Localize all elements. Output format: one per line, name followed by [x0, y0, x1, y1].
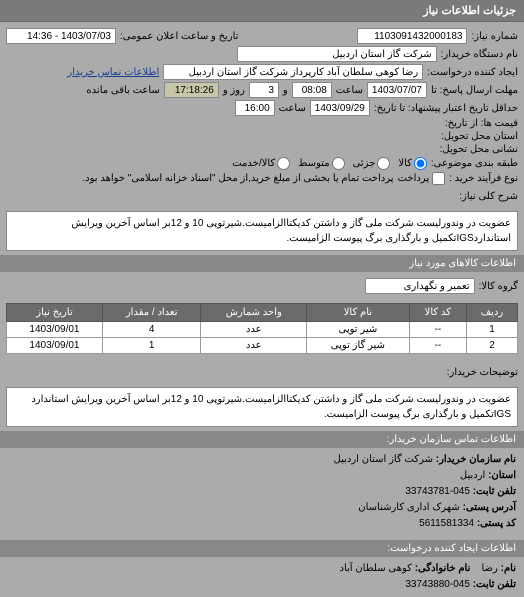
announce-date-field: 1403/07/03 - 14:36: [6, 28, 116, 44]
form-area: شماره نیاز: 1103091432000183 تاریخ و ساع…: [0, 22, 524, 208]
time-label-2: ساعت: [279, 103, 306, 114]
cell-name: شیر گاز توپی: [307, 338, 410, 354]
cell-qty: 4: [102, 322, 201, 338]
post-label: کد پستی:: [477, 518, 516, 529]
validity-time-field: 16:00: [235, 100, 275, 116]
cell-n: 2: [467, 338, 518, 354]
cell-date: 1403/09/01: [7, 338, 103, 354]
cell-qty: 1: [102, 338, 201, 354]
budget-radio-b[interactable]: جزئی: [353, 157, 391, 170]
remain-days-label: روز و: [223, 85, 245, 96]
cell-unit: عدد: [201, 338, 307, 354]
group-field: تعمیر و نگهداری: [365, 278, 475, 294]
time-label-1: ساعت: [336, 85, 363, 96]
budget-label: طبقه بندی موضوعی:: [431, 158, 518, 169]
remain-time-field: 17:18:26: [164, 82, 219, 98]
req-num-field: 1103091432000183: [357, 28, 467, 44]
phone-value: 045-33743781: [405, 486, 470, 497]
name-label: نام:: [501, 563, 516, 574]
budget-radio-a[interactable]: کالا: [398, 157, 427, 170]
price-from-label: قیمت ها: از تاریخ:: [445, 118, 518, 129]
budget-opt-b-label: جزئی: [353, 158, 376, 169]
deadline-date-field: 1403/07/07: [367, 82, 427, 98]
explain-label: توضیحات خریدار:: [447, 363, 518, 378]
cell-unit: عدد: [201, 322, 307, 338]
table-row: 1 -- شیر توپی عدد 4 1403/09/01: [7, 322, 518, 338]
table-header-row: ردیف کد کالا نام کالا واحد شمارش تعداد /…: [7, 304, 518, 322]
contact-link[interactable]: اطلاعات تماس خریدار: [67, 67, 159, 78]
col-unit: واحد شمارش: [201, 304, 307, 322]
fam-label: نام خانوادگی:: [415, 563, 471, 574]
contact-block-2: نام: رضا نام خانوادگی: کوهی سلطان آباد ت…: [0, 557, 524, 597]
addr-label: آدرس پستی:: [463, 502, 516, 513]
announce-date-label: تاریخ و ساعت اعلان عمومی:: [120, 31, 239, 42]
goods-section-header: اطلاعات کالاهای مورد نیاز: [0, 255, 524, 272]
phone-label: تلفن ثابت:: [473, 486, 516, 497]
province-label: استان:: [488, 470, 516, 481]
section-header-main: جزئیات اطلاعات نیاز: [0, 0, 524, 22]
table-row: 2 -- شیر گاز توپی عدد 1 1403/09/01: [7, 338, 518, 354]
cell-code: --: [409, 322, 466, 338]
col-qty: تعداد / مقدار: [102, 304, 201, 322]
goods-table: ردیف کد کالا نام کالا واحد شمارش تعداد /…: [6, 303, 518, 354]
budget-opt-d-label: کالا/خدمت: [232, 158, 275, 169]
payment-note: پرداخت تمام یا بخشی از مبلغ خرید,از محل …: [82, 173, 393, 184]
org-value: شرکت گاز استان اردبیل: [334, 454, 433, 465]
budget-opt-c-label: متوسط: [298, 158, 329, 169]
req-num-label: شماره نیاز:: [471, 31, 518, 42]
requester-label: ایجاد کننده درخواست:: [427, 67, 518, 78]
cell-code: --: [409, 338, 466, 354]
org-label: نام سازمان خریدار:: [436, 454, 516, 465]
post-value: 5611581334: [419, 518, 474, 529]
buyer-name-field: شرکت گاز استان اردبیل: [237, 46, 437, 62]
addr-value: شهرک اداری کارشناسان: [358, 502, 460, 513]
remain-days-field: 3: [249, 82, 279, 98]
contact-block-1: نام سازمان خریدار: شرکت گاز استان اردبیل…: [0, 448, 524, 536]
payment-label: نوع فرآیند خرید :: [449, 173, 518, 184]
cell-date: 1403/09/01: [7, 322, 103, 338]
validity-date-field: 1403/09/29: [310, 100, 370, 116]
col-name: نام کالا: [307, 304, 410, 322]
main-panel: جزئیات اطلاعات نیاز شماره نیاز: 11030914…: [0, 0, 524, 597]
buyer-name-label: نام دستگاه خریدار:: [441, 49, 518, 60]
budget-opt-a-label: کالا: [398, 158, 412, 169]
deadline-label: مهلت ارسال پاسخ: تا: [431, 85, 518, 96]
delivery-label: نشانی محل تحویل:: [440, 144, 518, 155]
requester-field: رضا کوهی سلطان آباد کارپرداز شرکت گاز اس…: [163, 64, 423, 80]
explain-box: عضویت در وندورلیست شرکت ملی گاز و داشتن …: [6, 387, 518, 427]
location-label: استان محل تحویل:: [441, 131, 518, 142]
cell-name: شیر توپی: [307, 322, 410, 338]
deadline-time-field: 08:08: [292, 82, 332, 98]
phone2-value: 045-33743880: [405, 579, 470, 590]
phone2-label: تلفن ثابت:: [473, 579, 516, 590]
col-row: ردیف: [467, 304, 518, 322]
contact-section-header-2: اطلاعات ایجاد کننده درخواست:: [0, 540, 524, 557]
budget-radio-c[interactable]: متوسط: [298, 157, 344, 170]
group-label: گروه کالا:: [479, 281, 518, 292]
payment-checkbox[interactable]: پرداخت: [398, 172, 446, 185]
province-value: اردبیل: [460, 470, 485, 481]
remain-hours-label: ساعت باقی مانده: [86, 85, 159, 96]
contact-section-header: اطلاعات تماس سازمان خریدار:: [0, 431, 524, 448]
payment-opt-label: پرداخت: [398, 173, 430, 184]
remain-and: و: [283, 85, 288, 96]
col-date: تاریخ نیاز: [7, 304, 103, 322]
desc-box: عضویت در وندورلیست شرکت ملی گاز و داشتن …: [6, 211, 518, 251]
desc-label: شرح کلی نیاز:: [459, 187, 518, 202]
budget-radio-group: کالا جزئی متوسط کالا/خدمت: [232, 157, 427, 170]
budget-radio-d[interactable]: کالا/خدمت: [232, 157, 290, 170]
validity-label: حداقل تاریخ اعتبار پیشنهاد: تا تاریخ:: [374, 103, 518, 114]
cell-n: 1: [467, 322, 518, 338]
col-code: کد کالا: [409, 304, 466, 322]
name-value: رضا: [481, 563, 497, 574]
fam-value: کوهی سلطان آباد: [340, 563, 412, 574]
